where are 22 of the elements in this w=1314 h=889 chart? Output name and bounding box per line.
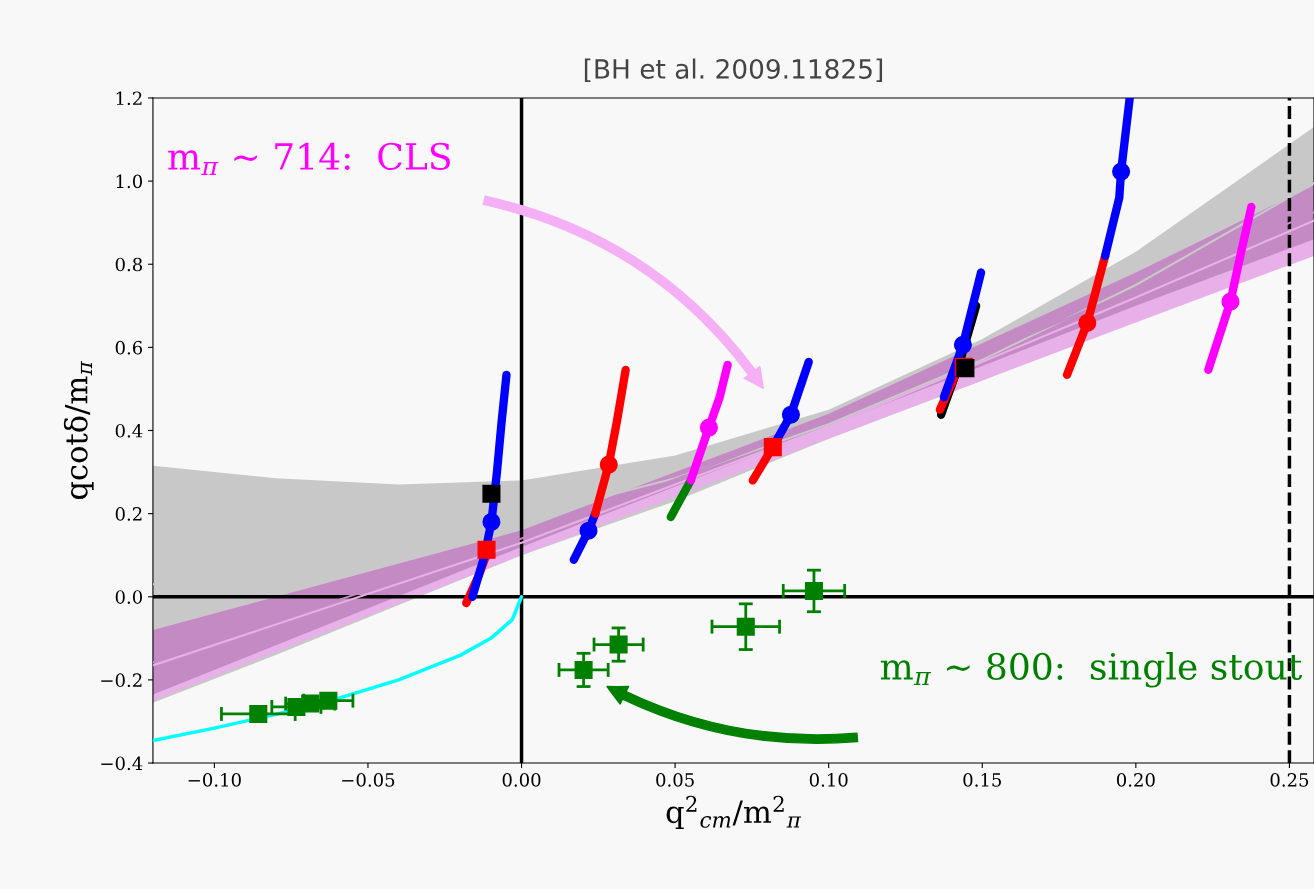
y-tick-label: 0.2: [115, 507, 142, 521]
y-tick-label: −0.4: [101, 756, 143, 771]
x-tick-label: 0.05: [656, 773, 694, 787]
y-tick-label: −0.2: [101, 673, 142, 688]
x-tick-label: 0.20: [1116, 773, 1155, 787]
x-tick-label: 0.25: [1270, 773, 1309, 787]
y-tick-label: 1.0: [116, 174, 143, 189]
x-tick-label: 0.10: [809, 773, 848, 787]
y-tick-label: 0.0: [115, 590, 143, 604]
y-tick-label: 0.6: [115, 340, 143, 355]
chart-title: [BH et al. 2009.11825]: [584, 58, 883, 82]
x-axis-title: q$^{2}$$_{cm}$/m$^{2}$$_{π}$: [666, 795, 802, 830]
x-tick-label: −0.10: [188, 773, 241, 787]
annotation: m$_{π}$ ∼ 714: CLS: [168, 142, 450, 176]
x-tick-label: 0.15: [963, 773, 1001, 787]
annotation: m$_{π}$ ∼ 800: single stout: [880, 652, 1303, 688]
y-tick-label: 0.8: [115, 257, 143, 272]
y-tick-label: 0.4: [115, 423, 143, 438]
x-tick-label: −0.05: [342, 773, 395, 787]
y-axis-title: qcotδ/m$_{π}$: [63, 360, 94, 500]
y-tick-label: 1.2: [116, 91, 142, 106]
x-tick-label: 0.00: [502, 773, 541, 787]
